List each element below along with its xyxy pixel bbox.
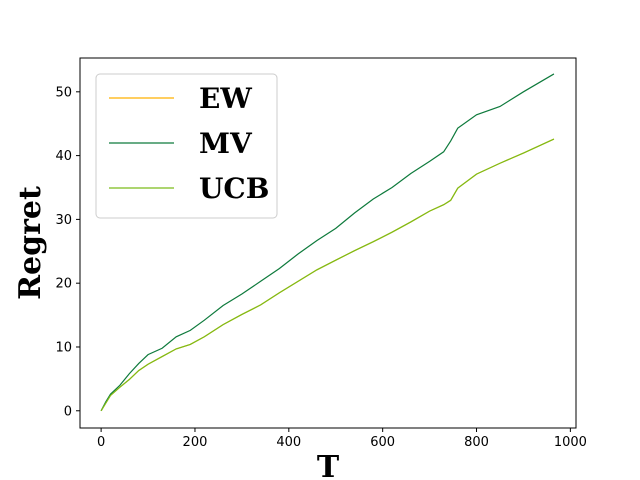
y-axis-title: Regret [13, 186, 48, 300]
y-tick-label: 50 [55, 85, 72, 100]
series-layer [100, 73, 555, 412]
legend-box [95, 73, 278, 219]
x-tick-label: 1000 [554, 435, 587, 450]
legend-label-ew: EW [199, 82, 252, 115]
x-tick-label: 200 [183, 435, 208, 450]
y-tick-label: 40 [55, 149, 72, 164]
x-axis-title: T [317, 450, 340, 480]
y-tick-label: 20 [55, 277, 72, 292]
series-line-mv [100, 73, 555, 412]
legend: EW MV UCB [95, 73, 278, 219]
y-tick-label: 30 [55, 213, 72, 228]
y-axis: 0 10 20 30 40 50 [55, 85, 80, 419]
y-tick-label: 0 [64, 404, 72, 419]
x-tick-label: 600 [370, 435, 395, 450]
x-tick-label: 800 [464, 435, 489, 450]
y-tick-label: 10 [55, 340, 72, 355]
x-axis: 0 200 400 600 800 1000 [97, 428, 587, 450]
legend-label-ucb: UCB [199, 172, 269, 205]
x-tick-label: 0 [97, 435, 105, 450]
plot-frame [79, 57, 577, 429]
x-tick-label: 400 [276, 435, 301, 450]
legend-label-mv: MV [199, 127, 253, 160]
series-line-ucb [100, 138, 555, 412]
